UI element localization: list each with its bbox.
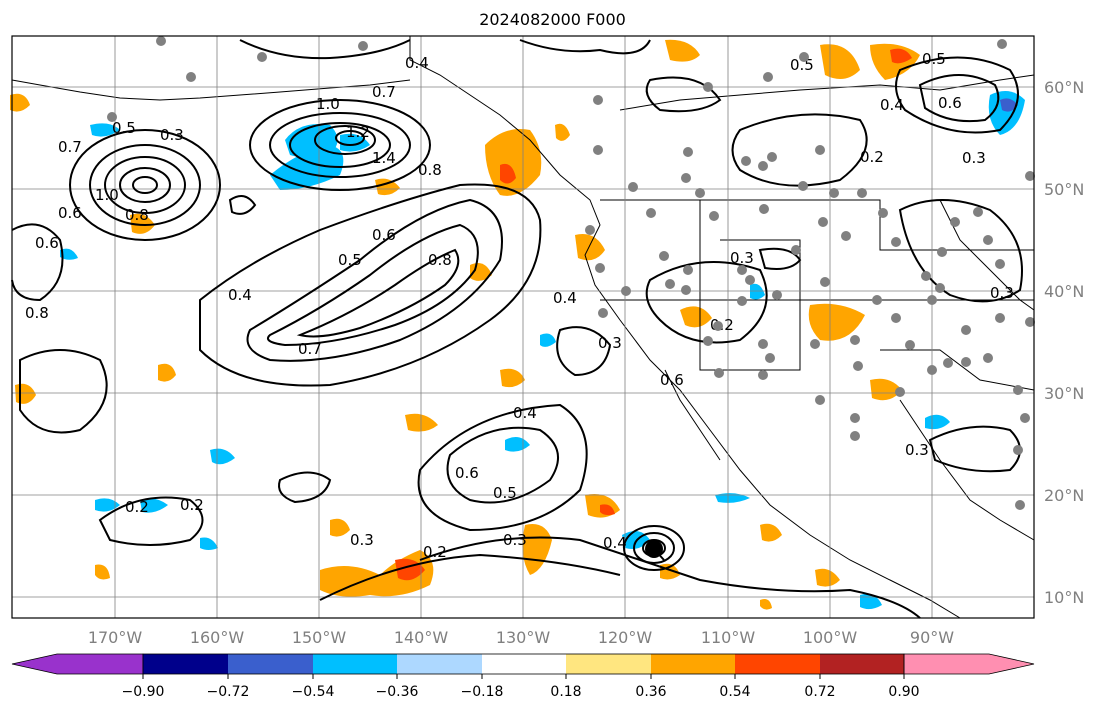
- contour-label: 0.8: [418, 161, 442, 179]
- contour-label: 0.6: [660, 371, 684, 389]
- lon-label: 120°W: [598, 628, 653, 647]
- contour-label: 1.0: [95, 186, 119, 204]
- lon-label: 140°W: [394, 628, 449, 647]
- lat-label: 60°N: [1044, 78, 1084, 97]
- colorbar-segment: [482, 654, 566, 674]
- lon-label: 110°W: [701, 628, 756, 647]
- contour-label: 0.4: [880, 96, 904, 114]
- contour-label: 0.3: [905, 441, 929, 459]
- contour-label: 0.7: [298, 340, 322, 358]
- colorbar-segment: [397, 654, 482, 674]
- contour-label: 1.4: [372, 149, 396, 167]
- colorbar-tick: 0.72: [804, 684, 835, 700]
- colorbar-extend-low: [11, 653, 144, 675]
- map-panel: 0.4 0.7 1.0 1.2 1.4 0.5 0.7 0.6 0.8 1.0 …: [10, 35, 1035, 619]
- contour-label: 0.6: [372, 226, 396, 244]
- contour-label: 0.4: [553, 289, 577, 307]
- colorbar-segment: [735, 654, 820, 674]
- lat-label: 20°N: [1044, 486, 1084, 505]
- colorbar: −0.90 −0.72 −0.54 −0.36 −0.18 0.18 0.36 …: [11, 653, 1035, 700]
- contour-label: 0.3: [350, 531, 374, 549]
- colorbar-segment: [566, 654, 651, 674]
- latitude-labels: 60°N 50°N 40°N 30°N 20°N 10°N: [1044, 78, 1084, 607]
- contour-label: 0.7: [58, 138, 82, 156]
- colorbar-tick: −0.36: [376, 684, 419, 700]
- contour-label: 0.5: [112, 119, 136, 137]
- contour-label: 0.2: [423, 543, 447, 561]
- contour-label: 0.6: [35, 234, 59, 252]
- contour-label: 0.4: [405, 54, 429, 72]
- colorbar-tick: −0.90: [122, 684, 165, 700]
- station-markers: [107, 36, 1035, 510]
- lon-label: 130°W: [496, 628, 551, 647]
- contour-label: 0.8: [428, 251, 452, 269]
- contour-label: 0.3: [730, 249, 754, 267]
- lat-label: 10°N: [1044, 588, 1084, 607]
- contour-label: 0.8: [125, 206, 149, 224]
- contour-label: 0.5: [338, 251, 362, 269]
- contour-label: 0.5: [922, 50, 946, 68]
- colorbar-segment: [651, 654, 735, 674]
- lon-label: 170°W: [88, 628, 143, 647]
- contour-label: 0.4: [228, 286, 252, 304]
- colorbar-tick: −0.72: [207, 684, 250, 700]
- contour-label: 0.3: [962, 149, 986, 167]
- contour-label: 0.6: [58, 204, 82, 222]
- contour-label-group: 0.4 0.7 1.0 1.2 1.4 0.5 0.7 0.6 0.8 1.0 …: [25, 50, 1014, 561]
- longitude-labels: 170°W 160°W 150°W 140°W 130°W 120°W 110°…: [88, 628, 954, 647]
- colorbar-segment: [143, 654, 228, 674]
- lat-label: 40°N: [1044, 282, 1084, 301]
- colorbar-tick: −0.54: [292, 684, 335, 700]
- contour-label: 0.5: [493, 484, 517, 502]
- colorbar-tick: 0.18: [550, 684, 581, 700]
- map-title: 2024082000 F000: [479, 10, 626, 29]
- contour-label: 0.3: [990, 284, 1014, 302]
- lon-label: 90°W: [910, 628, 954, 647]
- lon-label: 160°W: [190, 628, 245, 647]
- colorbar-tick: 0.90: [888, 684, 919, 700]
- contour-label: 0.2: [125, 498, 149, 516]
- contour-label: 0.6: [455, 464, 479, 482]
- contour-label: 0.4: [513, 404, 537, 422]
- colorbar-segment: [313, 654, 397, 674]
- contour-label: 0.5: [790, 56, 814, 74]
- lat-label: 50°N: [1044, 180, 1084, 199]
- lat-label: 30°N: [1044, 384, 1084, 403]
- lon-label: 100°W: [803, 628, 858, 647]
- storm-center-marker: [645, 540, 665, 561]
- colorbar-extend-high: [903, 653, 1035, 675]
- contour-label: 1.2: [346, 123, 370, 141]
- contour-label: 1.0: [316, 95, 340, 113]
- colorbar-tick: 0.36: [635, 684, 666, 700]
- contour-label: 0.3: [503, 531, 527, 549]
- contour-label: 0.3: [598, 334, 622, 352]
- colorbar-tick: −0.18: [461, 684, 504, 700]
- contour-label: 0.7: [372, 83, 396, 101]
- contour-label: 0.6: [938, 94, 962, 112]
- contour-label: 0.8: [25, 304, 49, 322]
- contour-label: 0.2: [860, 148, 884, 166]
- colorbar-segment: [820, 654, 904, 674]
- contour-label: 0.3: [160, 126, 184, 144]
- lon-label: 150°W: [292, 628, 347, 647]
- contour-label: 0.2: [180, 496, 204, 514]
- colorbar-tick: 0.54: [719, 684, 750, 700]
- colorbar-segment: [228, 654, 313, 674]
- contour-label: 0.4: [603, 534, 627, 552]
